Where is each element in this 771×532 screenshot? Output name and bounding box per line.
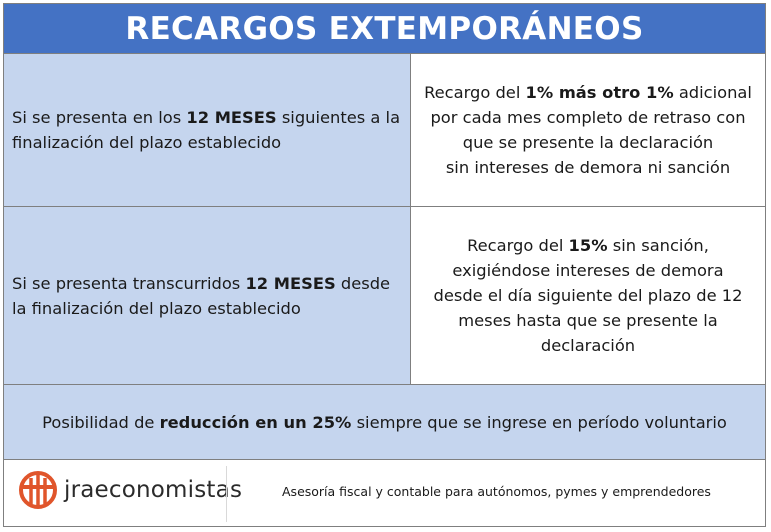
row1-result-line2: por cada mes completo de retraso con: [430, 108, 746, 127]
footer: jraeconomistas Asesoría fiscal y contabl…: [4, 460, 765, 526]
row1-condition-pre: Si se presenta en los: [12, 108, 187, 127]
reduction-note-cell: Posibilidad de reducción en un 25% siemp…: [4, 385, 765, 460]
row1-result-bold: 1% más otro 1%: [525, 83, 674, 102]
row1-condition-bold: 12 MESES: [186, 108, 277, 127]
row2-condition-pre: Si se presenta transcurridos: [12, 273, 246, 293]
reduction-note-text: Posibilidad de reducción en un 25% siemp…: [42, 410, 727, 435]
row2-condition-text: Si se presenta transcurridos 12 MESES de…: [12, 271, 402, 321]
row2-result-line3: desde el día siguiente del plazo de 12: [433, 286, 743, 305]
brand-name: jraeconomistas: [64, 477, 243, 503]
row2-result-line4: meses hasta que se presente la: [458, 311, 718, 330]
row1-condition-cell: Si se presenta en los 12 MESES siguiente…: [4, 54, 411, 207]
row1-result-text: Recargo del 1% más otro 1% adicional por…: [424, 80, 752, 180]
footer-divider: [226, 466, 227, 522]
brand-logo: jraeconomistas: [18, 470, 242, 510]
row1-condition-post: siguientes a la finalización del plazo e…: [12, 108, 401, 152]
row2-result-post: sin sanción,: [607, 236, 709, 255]
row2-result-bold: 15%: [568, 236, 608, 255]
row2-result-line5: declaración: [540, 336, 636, 355]
row2-result-pre: Recargo del: [467, 236, 569, 255]
reduction-note-pre: Posibilidad de: [42, 412, 160, 432]
row1-result-post: adicional: [673, 83, 752, 102]
row2-condition-bold: 12 MESES: [245, 273, 336, 293]
reduction-note-post: siempre que se ingrese en período volunt…: [351, 412, 727, 432]
row1-result-pre: Recargo del: [424, 83, 526, 102]
row2-condition-cell: Si se presenta transcurridos 12 MESES de…: [4, 207, 411, 385]
reduction-note-bold: reducción en un 25%: [159, 412, 352, 432]
row1-result-line4: sin intereses de demora ni sanción: [445, 158, 731, 177]
row2-result-text: Recargo del 15% sin sanción, exigiéndose…: [434, 233, 743, 358]
table-frame: RECARGOS EXTEMPORÁNEOS Si se presenta en…: [3, 3, 766, 527]
row2-result-cell: Recargo del 15% sin sanción, exigiéndose…: [411, 207, 765, 385]
row1-result-cell: Recargo del 1% más otro 1% adicional por…: [411, 54, 765, 207]
row2-result-line2: exigiéndose intereses de demora: [452, 261, 724, 280]
row1-condition-text: Si se presenta en los 12 MESES siguiente…: [12, 105, 402, 155]
row1-result-line3: que se presente la declaración: [462, 133, 714, 152]
page-title: RECARGOS EXTEMPORÁNEOS: [4, 4, 765, 54]
jra-logo-icon: [19, 471, 57, 509]
brand-tagline: Asesoría fiscal y contable para autónomo…: [282, 484, 711, 499]
row2-condition-post: desde la finalización del plazo establec…: [12, 273, 391, 318]
